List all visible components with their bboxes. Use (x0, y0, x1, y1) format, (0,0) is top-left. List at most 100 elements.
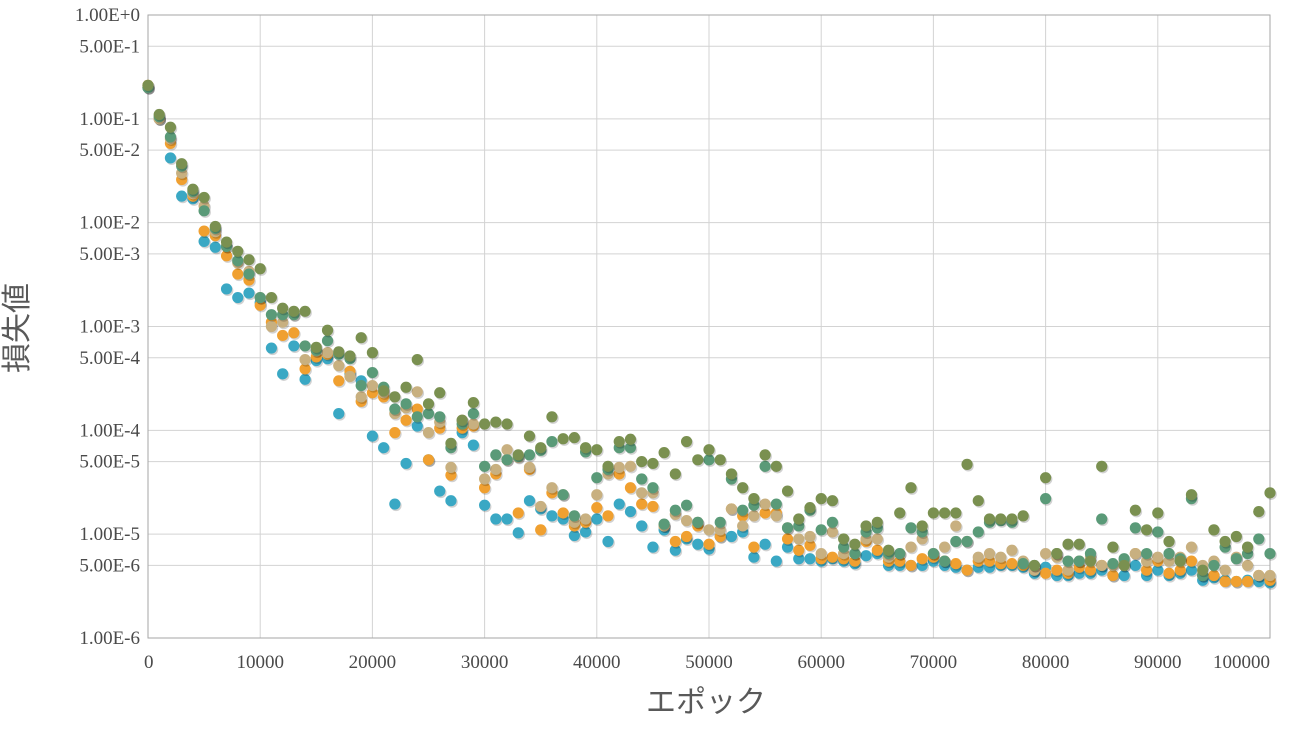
data-point (1084, 564, 1097, 576)
data-point (1096, 559, 1108, 572)
data-point (501, 444, 513, 456)
data-point (725, 468, 738, 480)
data-point (310, 341, 322, 353)
data-point (1241, 559, 1254, 572)
data-point (714, 454, 726, 466)
y-tick-label: 5.00E-6 (79, 555, 140, 576)
data-point (972, 495, 984, 507)
data-point (523, 430, 536, 442)
data-point (467, 439, 479, 451)
data-point (546, 411, 558, 423)
data-point (220, 283, 233, 295)
data-point (1230, 530, 1242, 543)
data-point (725, 503, 738, 515)
data-point (770, 555, 782, 567)
data-point (894, 547, 906, 560)
data-point (1107, 569, 1119, 582)
data-point (871, 533, 883, 545)
data-point (1253, 533, 1265, 545)
data-point (748, 551, 760, 563)
data-point (1073, 538, 1085, 550)
data-point (389, 427, 401, 439)
data-point (1062, 538, 1074, 550)
data-point (321, 335, 334, 347)
data-point (568, 432, 580, 444)
data-point (815, 524, 827, 536)
data-point (602, 510, 614, 522)
data-point (535, 442, 547, 454)
data-point (142, 79, 154, 91)
data-point (1163, 547, 1175, 560)
data-point (422, 398, 435, 410)
data-point (479, 473, 491, 485)
data-point (434, 485, 446, 497)
data-point (1040, 547, 1052, 560)
data-point (1140, 564, 1153, 576)
data-point (501, 513, 513, 525)
data-point (826, 495, 839, 507)
data-point (176, 158, 188, 170)
data-point (187, 183, 199, 195)
data-point (523, 495, 536, 507)
data-point (613, 498, 625, 510)
data-point (972, 551, 984, 563)
data-point (692, 516, 704, 528)
data-point (669, 504, 681, 516)
data-point (703, 524, 715, 536)
data-point (1185, 555, 1198, 567)
data-point (366, 379, 378, 392)
data-point (232, 268, 244, 280)
series-5 (142, 79, 1277, 578)
data-point (579, 442, 592, 454)
data-point (613, 461, 625, 473)
data-point (568, 529, 580, 542)
data-point (624, 482, 637, 494)
data-point (479, 499, 491, 511)
data-point (905, 559, 917, 572)
data-point (209, 241, 221, 253)
data-point (905, 522, 917, 534)
data-point (546, 510, 558, 522)
data-point (333, 360, 345, 372)
data-point (669, 535, 681, 548)
data-point (1040, 567, 1052, 579)
data-point (1040, 472, 1052, 484)
data-point (680, 530, 693, 543)
data-point (400, 457, 412, 470)
y-axis-tick-labels: 1.00E+0 5.00E-1 1.00E-1 5.00E-2 1.00E-2 5.00E… (75, 5, 141, 649)
data-point (591, 472, 603, 484)
data-point (422, 454, 435, 466)
data-point (1163, 567, 1175, 579)
data-point (535, 524, 547, 536)
data-point (366, 366, 378, 379)
x-tick-label: 50000 (685, 652, 733, 673)
data-point (894, 507, 906, 519)
data-point (411, 411, 423, 423)
data-point (1062, 564, 1074, 576)
data-point (759, 449, 771, 461)
x-tick-label: 10000 (236, 652, 284, 673)
data-point (995, 551, 1007, 563)
data-point (1028, 559, 1040, 572)
data-point (366, 347, 378, 359)
data-point (512, 449, 524, 461)
data-point (164, 121, 177, 133)
data-point (288, 340, 300, 352)
data-point (961, 458, 973, 470)
y-tick-label: 1.00E-4 (79, 420, 140, 441)
x-tick-label: 90000 (1134, 652, 1182, 673)
data-point (389, 403, 401, 415)
data-point (826, 526, 839, 538)
data-point (591, 489, 603, 501)
y-tick-label: 5.00E-1 (79, 36, 140, 57)
data-point (1208, 524, 1220, 536)
data-point (636, 473, 648, 485)
data-point (400, 381, 412, 393)
data-point (804, 530, 816, 543)
data-point (434, 387, 446, 399)
data-point (950, 558, 962, 570)
y-tick-label: 1.00E-5 (79, 524, 140, 545)
data-point (422, 427, 435, 439)
y-tick-label: 1.00E-6 (79, 628, 140, 649)
data-point (950, 507, 962, 519)
